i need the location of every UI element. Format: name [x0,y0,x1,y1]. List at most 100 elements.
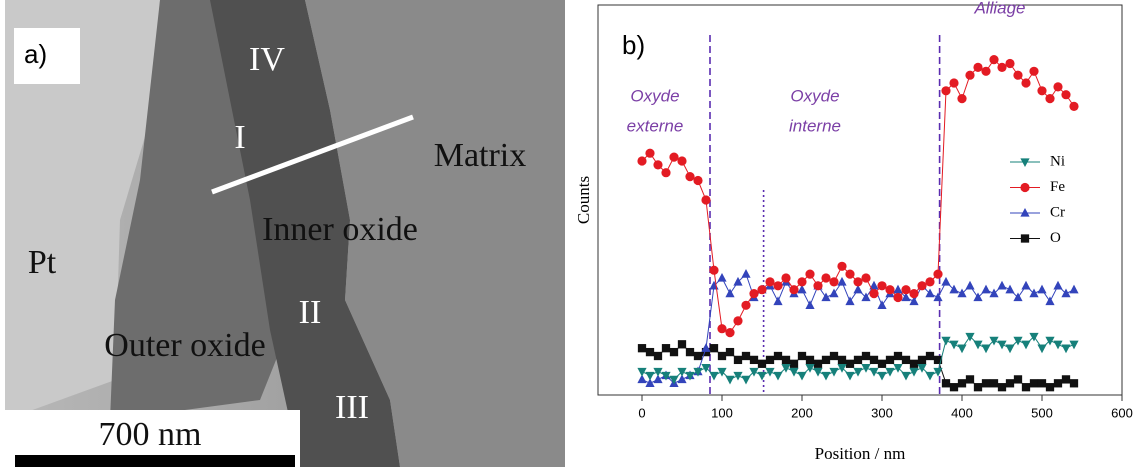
data-point [653,160,663,170]
data-point [669,347,679,357]
data-point [845,371,855,381]
legend-marker [1020,182,1030,193]
data-point [765,355,775,365]
data-point [957,94,967,104]
data-point [861,351,871,361]
data-point [1029,288,1039,298]
data-point [877,371,887,381]
data-point [957,379,967,388]
data-point [901,285,911,295]
data-point [1061,344,1071,354]
data-point [885,285,895,295]
data-point [997,340,1007,350]
data-point [829,277,839,287]
data-point [829,288,839,298]
data-point [773,281,783,291]
region-label: Oxyde [790,86,839,105]
data-point [661,344,671,353]
data-point [909,289,919,299]
data-point [757,371,767,381]
data-point [821,371,831,381]
data-point [949,383,959,392]
chart: b) Position / nm Counts 0 100 200 300 400 500… [574,0,1133,463]
data-point [741,269,751,278]
data-point [925,371,935,381]
data-point [813,359,823,368]
data-point [1005,344,1015,354]
data-point [661,371,671,381]
data-point [1013,336,1023,346]
x-tick-label: 400 [951,405,973,420]
data-point [973,383,983,392]
data-point [797,351,807,361]
data-point [805,300,815,309]
data-point [877,281,887,291]
data-point [1029,332,1039,342]
data-point [1053,379,1063,388]
data-point [1037,284,1047,294]
matrix-region [305,0,565,467]
data-point [965,375,975,384]
data-point [997,383,1007,392]
legend-item: Fe [1010,179,1065,195]
data-point [1045,94,1055,104]
data-point [949,78,959,88]
data-point [701,343,711,352]
data-point [757,285,767,295]
data-point [981,344,991,354]
image-label: Outer oxide [104,327,265,364]
micrograph: a) IV I Matrix Inner oxide Pt II Outer o… [5,0,565,467]
data-point [749,355,759,365]
data-point [685,371,695,381]
data-point [877,359,887,368]
data-point [941,276,951,286]
data-point [973,340,983,350]
data-point [1013,292,1023,302]
data-point [765,277,775,287]
data-point [933,292,943,302]
panel-label: b) [622,30,645,60]
data-point [837,355,847,365]
data-point [725,288,735,298]
data-point [1069,101,1079,111]
data-point [901,355,911,365]
data-point [981,379,991,388]
panel-label: a) [24,39,47,69]
data-point [925,288,935,298]
data-point [965,70,975,80]
data-point [989,55,999,65]
data-point [733,355,743,365]
data-point [693,175,703,186]
legend-label: Ni [1050,153,1065,169]
data-point [909,359,919,368]
data-point [1053,340,1063,350]
data-point [925,351,935,361]
data-point [901,292,911,302]
data-point [677,340,687,349]
data-point [877,300,887,309]
data-point [957,344,967,354]
data-point [973,292,983,302]
data-point [1069,340,1079,350]
data-point [1053,280,1063,290]
data-point [733,276,743,286]
data-point [669,152,679,162]
region-label: interne [789,116,841,135]
data-point [837,261,847,271]
data-point [821,273,831,283]
data-point [901,371,911,381]
profile-line [211,114,414,195]
data-point [805,355,815,365]
data-point [885,367,895,377]
data-point [949,284,959,294]
data-point [781,355,791,365]
data-point [789,285,799,295]
data-point [645,148,655,158]
data-point [701,347,711,357]
image-label: II [299,294,322,331]
data-point [653,374,663,384]
data-point [781,273,791,283]
data-point [717,351,727,361]
data-point [909,296,919,306]
data-point [973,62,983,72]
